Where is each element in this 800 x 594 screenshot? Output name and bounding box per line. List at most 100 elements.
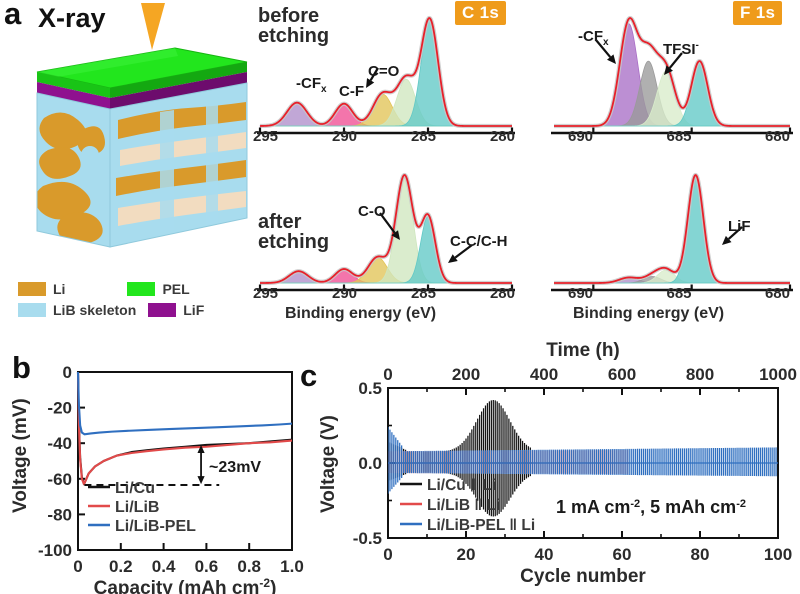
state-label-before: before etching bbox=[258, 5, 330, 48]
panel-c-legend-label-1: Li/LiB ‖ Li bbox=[427, 497, 500, 514]
panel-b-xtick: 0.6 bbox=[195, 557, 219, 576]
badge-f1s: F 1s bbox=[733, 1, 783, 25]
li-domains-right bbox=[116, 102, 246, 233]
ann-cf-c1s: C-F bbox=[339, 83, 364, 100]
panel-b-legend-label-1: Li/LiB bbox=[115, 499, 159, 516]
panel-c-series-2 bbox=[388, 427, 777, 494]
xps-envelope bbox=[259, 17, 513, 127]
panel-c-legend-label-0: Li/Cu ‖ Li bbox=[427, 477, 496, 494]
panel-b-xtick: 0 bbox=[73, 557, 82, 576]
panel-b-frame bbox=[77, 371, 293, 551]
panel-c-xtick-top: 0 bbox=[383, 365, 392, 384]
panel-b-ytick: -60 bbox=[47, 470, 72, 489]
panel-c-xtick-top: 600 bbox=[608, 365, 636, 384]
ann-ccch-c1s-after: C-C/C-H bbox=[450, 233, 508, 250]
panel-c-xtick-top: 800 bbox=[686, 365, 714, 384]
arrow-cfx-f bbox=[595, 39, 612, 58]
chart-f1s-before bbox=[551, 15, 793, 135]
panel-b-ytick: 0 bbox=[63, 363, 72, 382]
legend-swatch-li bbox=[18, 282, 46, 296]
panel-a-schematic bbox=[36, 3, 248, 248]
legend-swatch-lib bbox=[18, 303, 46, 317]
xray-label: X-ray bbox=[38, 3, 106, 33]
panel-c-xtick: 0 bbox=[383, 545, 392, 564]
pel-top-highlight bbox=[37, 48, 178, 80]
ann-lif-f1s-after: LiF bbox=[728, 218, 751, 235]
panel-a-legend: Li PEL LiB skeleton LiF bbox=[18, 281, 238, 318]
legend-swatch-pel bbox=[127, 282, 156, 296]
legend-label-lib: LiB skeleton bbox=[53, 302, 137, 318]
lif-front-layer bbox=[37, 82, 110, 109]
ann-cfx-c1s: -CFx bbox=[296, 75, 327, 95]
panel-b-legend-label-2: Li/LiB-PEL bbox=[115, 518, 196, 535]
xlabel-c1s: Binding energy (eV) bbox=[285, 305, 437, 322]
panel-b-ytick: -100 bbox=[38, 541, 72, 560]
chart-c1s-after bbox=[257, 172, 515, 292]
xlabel-f1s: Binding energy (eV) bbox=[573, 305, 725, 322]
chart-panel-c: 0.50.0-0.50 20 40 60 80 1000 200 400 600 800 1000L… bbox=[318, 340, 797, 587]
pel-right-edge bbox=[110, 62, 247, 98]
xps-raw-data bbox=[552, 172, 792, 286]
panel-c-xlabel-top: Time (h) bbox=[546, 340, 620, 361]
legend-label-pel: PEL bbox=[162, 281, 190, 297]
xps-envelope bbox=[553, 17, 791, 127]
panel-c-condition: 1 mA cm-2, 5 mAh cm-2 bbox=[556, 497, 746, 517]
panel-a-label: a bbox=[4, 0, 22, 31]
axis-f1s-after: 690 685 680 bbox=[568, 285, 790, 302]
axis-c1s-before: 295 290 285 280 bbox=[253, 128, 515, 145]
ann-cfx-f1s: -CFx bbox=[578, 28, 609, 48]
chart-f1s-after bbox=[551, 172, 793, 292]
panel-b-xtick: 1.0 bbox=[280, 557, 304, 576]
panel-c-xtick: 40 bbox=[535, 545, 554, 564]
panel-c-xtick: 60 bbox=[613, 545, 632, 564]
panel-b-annotation: ~23mV bbox=[209, 459, 261, 476]
axis-f1s-before: 690 685 680 bbox=[568, 128, 790, 145]
panel-c-legend-label-2: Li/LiB-PEL ‖ Li bbox=[427, 517, 535, 534]
lif-right-layer bbox=[110, 72, 247, 109]
legend-swatch-lif bbox=[148, 303, 177, 317]
panel-c-xtick: 20 bbox=[457, 545, 476, 564]
panel-b-series-1 bbox=[76, 371, 293, 486]
arrow-lif bbox=[727, 226, 743, 240]
panel-b-xtick: 0.8 bbox=[237, 557, 261, 576]
chart-panel-b: 0-20-40-60-80-1000 0.2 0.4 0.6 0.8 1.0~23mVLi… bbox=[10, 363, 304, 594]
panel-b-xlabel: Capacity (mAh cm-2) bbox=[94, 576, 277, 594]
ann-co-c1s-after: C-O bbox=[358, 203, 386, 220]
axis-c1s-after: 295 290 285 280 bbox=[253, 285, 515, 302]
panel-b-ylabel: Voltage (mV) bbox=[10, 398, 31, 513]
li-domains-front bbox=[37, 112, 105, 247]
panel-b-ytick: -80 bbox=[47, 505, 72, 524]
panel-c-xlabel: Cycle number bbox=[520, 566, 646, 587]
panel-c-ylabel: Voltage (V) bbox=[318, 415, 339, 513]
panel-b-series-2 bbox=[76, 371, 293, 436]
arrow-tfsi bbox=[668, 52, 683, 69]
ann-co-c1s: C=O bbox=[368, 63, 400, 80]
panel-b-ytick: -20 bbox=[47, 399, 72, 418]
arrow-co-after bbox=[379, 212, 396, 234]
panel-c-xtick-top: 400 bbox=[530, 365, 558, 384]
panel-c-ytick: 0.0 bbox=[358, 454, 382, 473]
xray-beam-icon bbox=[141, 3, 165, 50]
legend-label-li: Li bbox=[53, 281, 66, 297]
panel-c-xtick: 100 bbox=[764, 545, 792, 564]
chart-c1s-before bbox=[257, 15, 515, 135]
panel-c-ytick: -0.5 bbox=[353, 529, 382, 548]
panel-c-ytick: 0.5 bbox=[358, 379, 382, 398]
panel-c-xtick-top: 1000 bbox=[759, 365, 797, 384]
arrow-ccch bbox=[454, 244, 473, 259]
pel-front-edge bbox=[37, 72, 110, 98]
panel-b-label: b bbox=[12, 350, 31, 385]
xps-envelope bbox=[259, 174, 513, 284]
arrow-co bbox=[369, 67, 379, 81]
xps-component-3 bbox=[554, 174, 790, 284]
badge-c1s: C 1s bbox=[455, 1, 507, 25]
panel-b-xtick: 0.4 bbox=[152, 557, 176, 576]
legend-label-lif: LiF bbox=[183, 302, 205, 318]
panel-c-label: c bbox=[300, 358, 318, 393]
state-label-after: after etching bbox=[258, 211, 330, 254]
panel-c-xtick-top: 200 bbox=[452, 365, 480, 384]
panel-c-xtick: 80 bbox=[691, 545, 710, 564]
xps-envelope bbox=[553, 174, 791, 284]
panel-b-ytick: -40 bbox=[47, 434, 72, 453]
